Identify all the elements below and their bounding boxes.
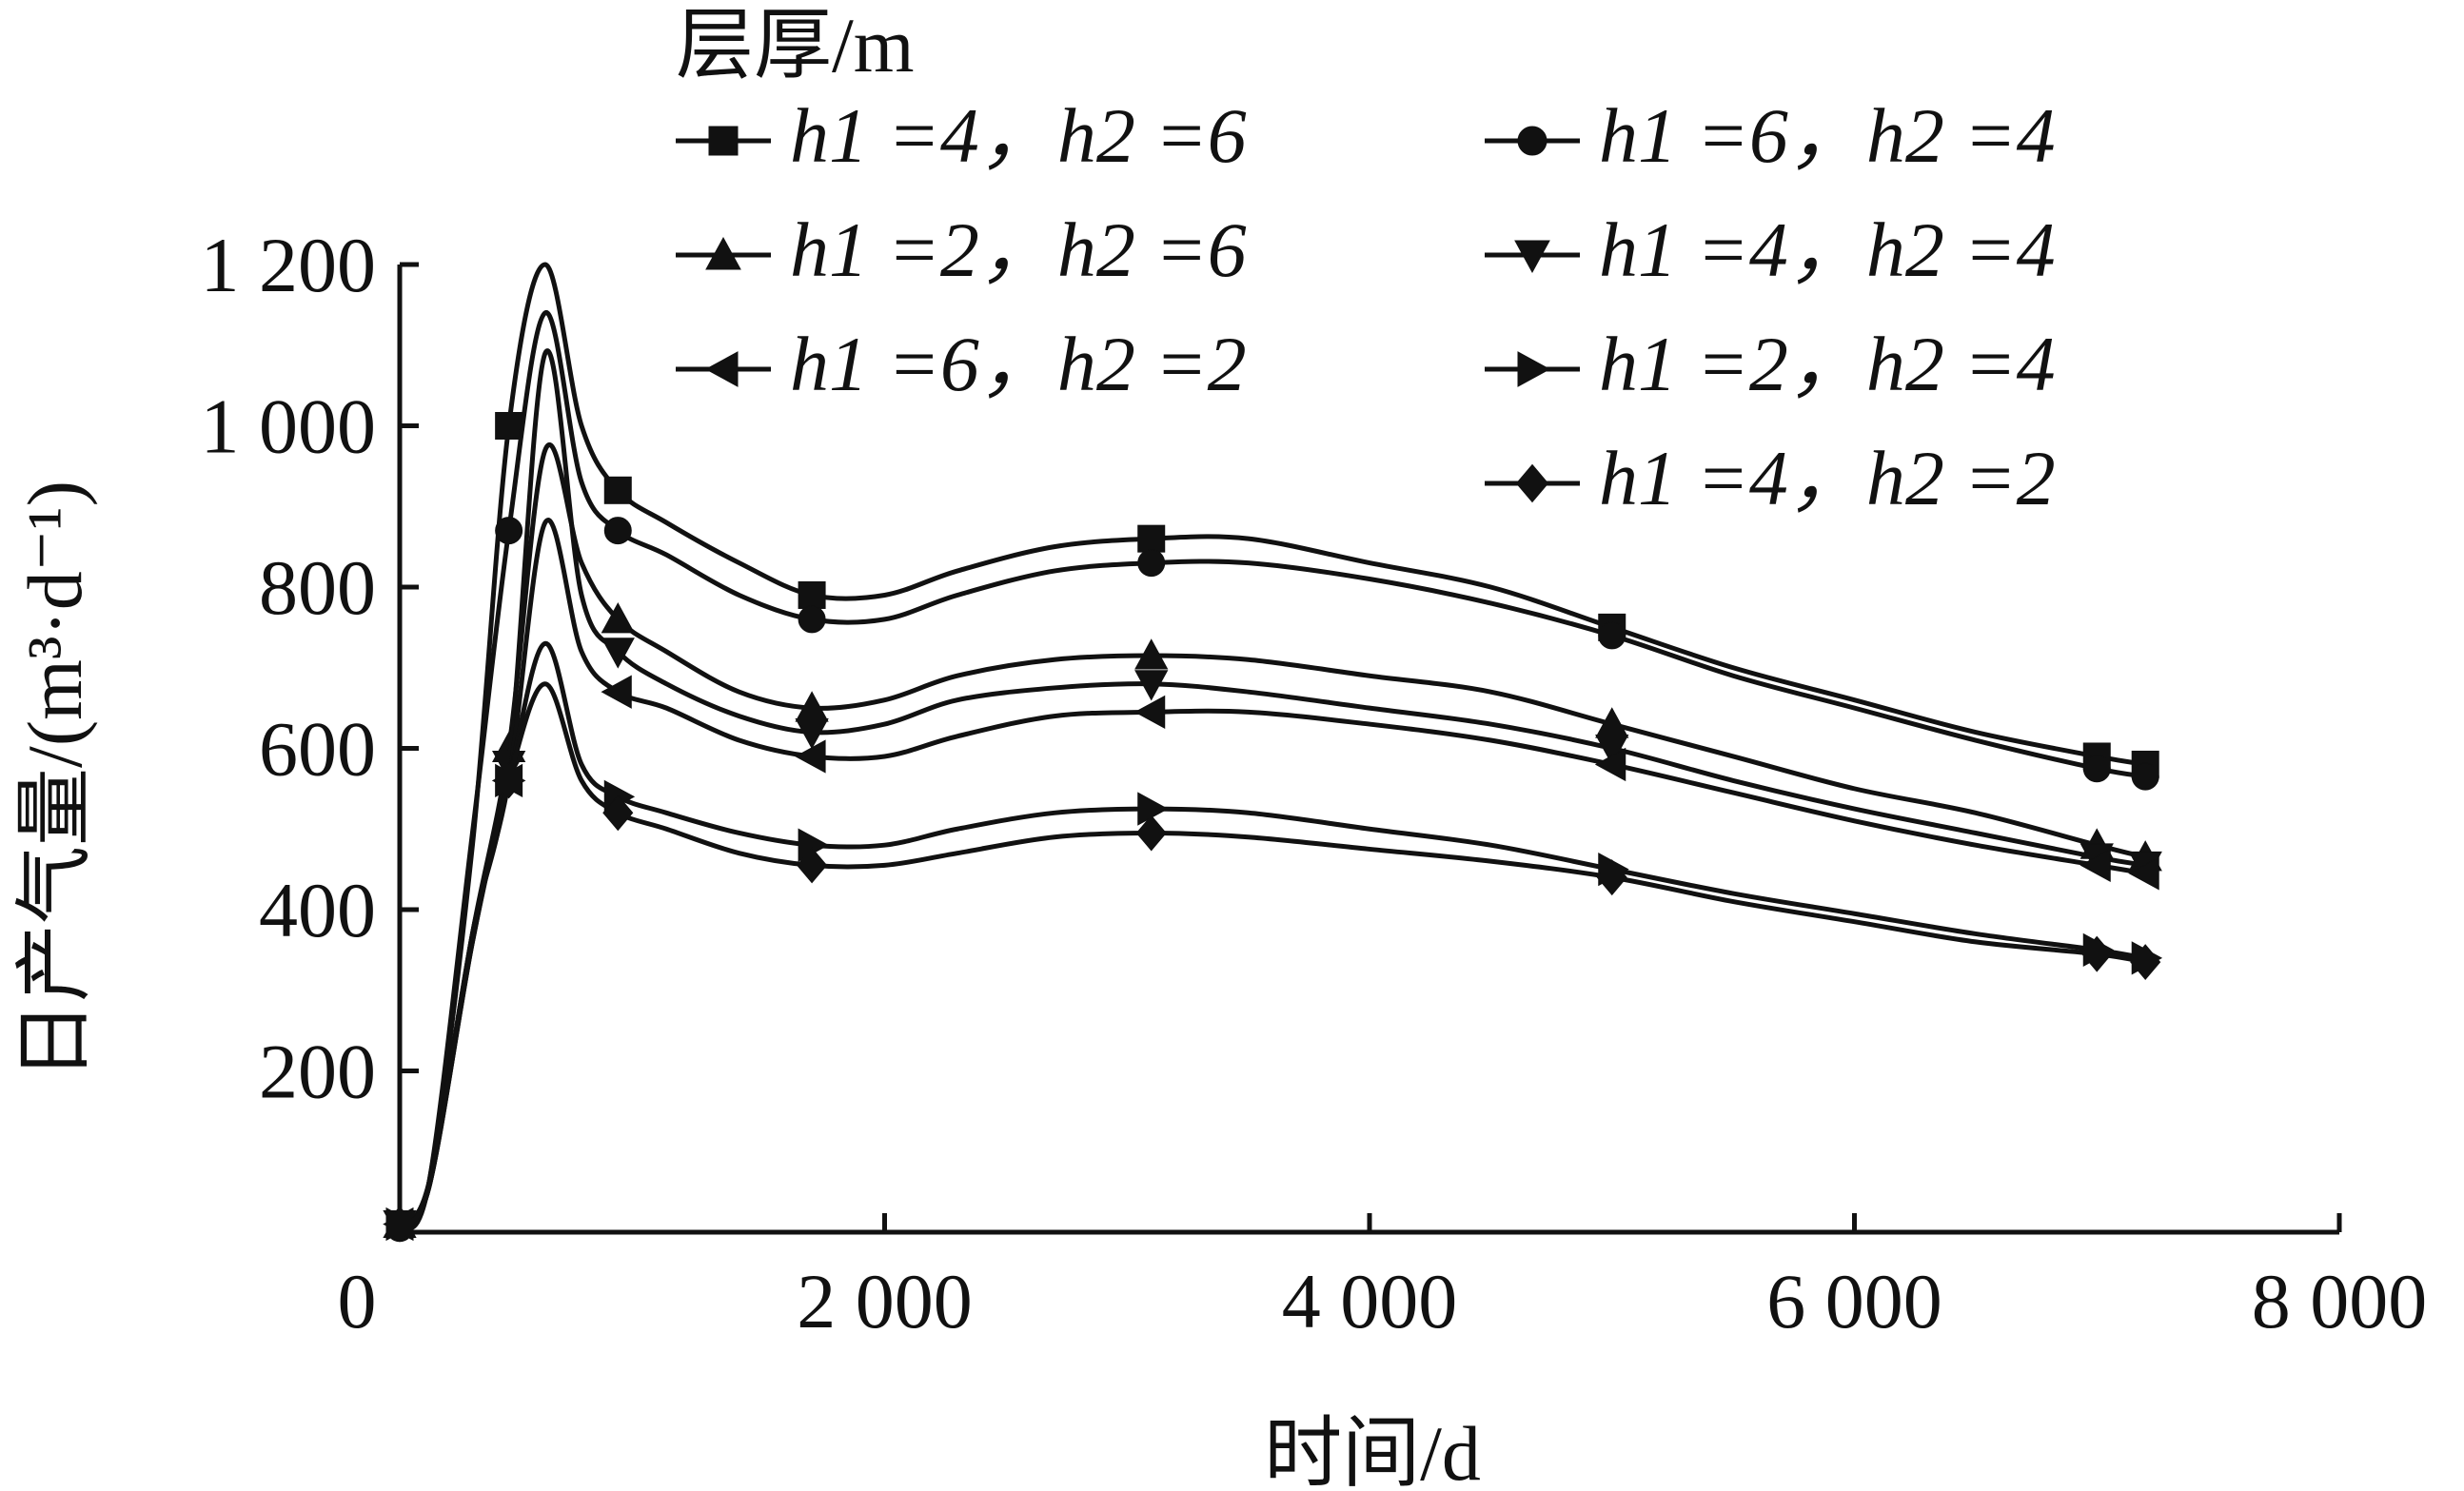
series-line: [398, 681, 2146, 1226]
square-marker: [495, 412, 523, 440]
triangle-up-marker: [1134, 638, 1169, 670]
x-tick-label: 2 000: [797, 1258, 973, 1344]
legend-label: h1 =4，h2 =4: [1599, 206, 2056, 293]
square-marker: [798, 580, 826, 609]
diamond-marker: [493, 762, 524, 799]
triangle-down-marker: [1514, 240, 1550, 274]
legend-item: h1 =4，h2 =4: [1485, 206, 2056, 293]
x-tick-label: 8 000: [2252, 1258, 2428, 1344]
series-6: [385, 640, 2163, 1242]
legend-item: h1 =6，h2 =4: [1485, 92, 2056, 179]
diamond-marker: [797, 847, 828, 884]
series-line: [397, 348, 2146, 1226]
y-tick-label: 400: [259, 867, 376, 953]
series-line: [397, 310, 2146, 1231]
y-axis-title: 日产气量/(m³·d⁻¹): [11, 481, 98, 1080]
y-ticks: 200 400 600 800 1 000 1 200: [201, 222, 419, 1115]
series-line: [397, 442, 2146, 1226]
legend: 层厚/m h1 =4，h2 =6 h1 =6，h2 =4 h1 =2，h2 =6 h1…: [676, 2, 2056, 521]
series-7: [384, 681, 2161, 1243]
series-line: [397, 262, 2146, 1228]
series-line: [398, 518, 2146, 1226]
triangle-left-marker: [2128, 856, 2159, 891]
axes: 200 400 600 800 1 000 1 200 0 2 000 4 000 6 000 8…: [201, 222, 2428, 1344]
triangle-left-marker: [601, 675, 632, 709]
triangle-down-marker: [601, 638, 635, 669]
legend-label: h1 =4，h2 =2: [1599, 435, 2056, 521]
triangle-left-marker: [2080, 848, 2111, 883]
diamond-marker: [1135, 814, 1167, 852]
diamond-marker: [384, 1206, 416, 1243]
square-marker: [1137, 524, 1166, 553]
x-ticks: 0 2 000 4 000 6 000 8 000: [338, 1213, 2428, 1344]
triangle-down-marker: [1595, 735, 1629, 766]
y-tick-label: 1 000: [201, 383, 377, 470]
square-marker: [708, 126, 739, 156]
legend-item: h1 =2，h2 =4: [1485, 321, 2056, 407]
square-marker: [603, 476, 632, 504]
diamond-marker: [1515, 463, 1549, 503]
series-layer: [383, 262, 2163, 1243]
legend-item: h1 =4，h2 =2: [1485, 435, 2056, 521]
circle-marker: [1598, 621, 1626, 650]
triangle-left-marker: [704, 351, 739, 387]
triangle-up-marker: [705, 236, 741, 270]
series-1: [385, 262, 2159, 1239]
legend-label: h1 =2，h2 =6: [790, 206, 1247, 293]
x-tick-label: 0: [338, 1258, 377, 1344]
legend-item: h1 =4，h2 =6: [676, 92, 1247, 179]
y-tick-label: 800: [259, 544, 376, 631]
y-tick-label: 600: [259, 706, 376, 793]
y-tick-label: 200: [259, 1029, 376, 1115]
legend-label: h1 =4，h2 =6: [790, 92, 1247, 179]
legend-label: h1 =2，h2 =4: [1599, 321, 2056, 407]
x-axis-title: 时间/d: [1264, 1410, 1481, 1491]
diamond-marker: [602, 795, 634, 832]
legend-item: h1 =2，h2 =6: [676, 206, 1247, 293]
diamond-marker: [2130, 944, 2161, 981]
circle-marker: [603, 517, 632, 545]
circle-marker: [1517, 126, 1547, 156]
x-tick-label: 4 000: [1282, 1258, 1458, 1344]
circle-marker: [2082, 755, 2111, 783]
triangle-down-marker: [795, 718, 829, 750]
legend-label: h1 =6，h2 =4: [1599, 92, 2056, 179]
triangle-down-marker: [1134, 670, 1169, 701]
legend-item: h1 =6，h2 =2: [676, 321, 1247, 407]
diamond-marker: [1596, 859, 1627, 896]
y-tick-label: 1 200: [201, 222, 377, 308]
circle-marker: [1137, 549, 1166, 578]
series-line: [398, 640, 2146, 1226]
triangle-left-marker: [1594, 747, 1626, 782]
triangle-right-marker: [1517, 351, 1551, 387]
series-5: [383, 518, 2159, 1242]
circle-marker: [798, 605, 826, 634]
triangle-up-marker: [601, 602, 635, 634]
triangle-left-marker: [795, 739, 826, 774]
circle-marker: [495, 517, 523, 545]
legend-label: h1 =6，h2 =2: [790, 321, 1247, 407]
triangle-left-marker: [1133, 695, 1166, 730]
diamond-marker: [2081, 935, 2113, 972]
x-tick-label: 6 000: [1766, 1258, 1942, 1344]
circle-marker: [2131, 762, 2159, 791]
legend-title: 层厚/m: [676, 2, 915, 88]
